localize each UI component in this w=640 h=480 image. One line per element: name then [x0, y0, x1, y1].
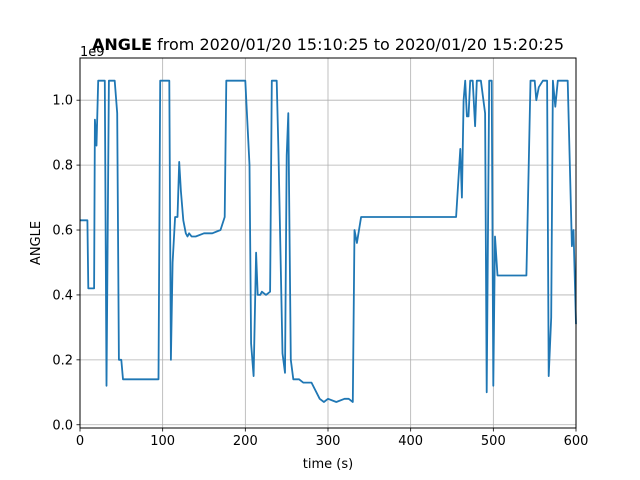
x-axis-label: time (s)	[303, 457, 353, 472]
y-tick-label: 0.2	[52, 353, 73, 368]
x-tick-label: 0	[76, 434, 84, 449]
x-tick-label: 600	[564, 434, 589, 449]
x-tick-label: 500	[481, 434, 506, 449]
chart-title: ANGLE from 2020/01/20 15:10:25 to 2020/0…	[92, 35, 564, 54]
chart-title-bold: ANGLE	[92, 35, 152, 54]
chart-title-rest: from 2020/01/20 15:10:25 to 2020/01/20 1…	[152, 35, 564, 54]
angle-series-line	[80, 79, 577, 403]
y-tick-label: 0.4	[52, 288, 73, 303]
y-tick-label: 0.8	[52, 159, 73, 174]
x-tick-label: 400	[398, 434, 423, 449]
data-series	[80, 79, 577, 403]
x-tick-label: 300	[316, 434, 341, 449]
y-tick-label: 1.0	[52, 94, 73, 109]
x-tick-label: 100	[150, 434, 175, 449]
axis-ticks: 0 100 200 300 400 500 600 0.0 0.2 0.4 0.6 0.8 1.0	[52, 94, 588, 449]
y-offset-text: 1e9	[80, 45, 105, 60]
y-axis-label: ANGLE	[29, 221, 44, 265]
y-tick-label: 0.0	[52, 418, 73, 433]
y-tick-label: 0.6	[52, 224, 73, 239]
x-tick-label: 200	[233, 434, 258, 449]
